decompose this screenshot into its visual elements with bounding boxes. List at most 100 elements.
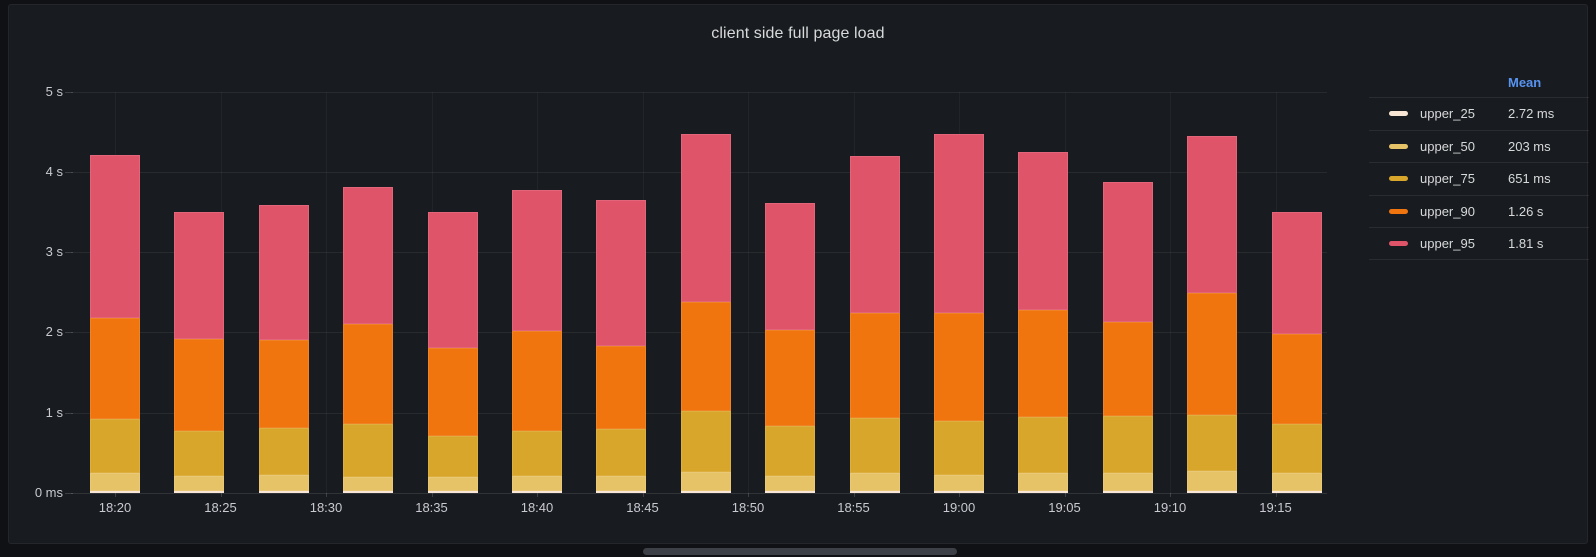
legend-swatch bbox=[1389, 176, 1408, 182]
scrollbar-thumb[interactable] bbox=[643, 548, 957, 555]
bar-segment-upper_25 bbox=[174, 490, 225, 493]
gridline-v bbox=[1170, 91, 1171, 493]
x-axis-label: 18:20 bbox=[98, 500, 132, 515]
bar-segment-upper_50 bbox=[343, 476, 394, 491]
legend-item-upper_90[interactable]: upper_90 1.26 s bbox=[1369, 194, 1589, 228]
bar-segment-upper_90 bbox=[174, 339, 225, 431]
bar[interactable] bbox=[596, 199, 647, 493]
bar-segment-upper_25 bbox=[934, 490, 984, 493]
bar-segment-upper_75 bbox=[1018, 417, 1069, 473]
x-tick bbox=[642, 493, 644, 497]
bar[interactable] bbox=[174, 211, 225, 493]
bar[interactable] bbox=[1187, 136, 1238, 493]
bar-segment-upper_25 bbox=[680, 490, 731, 493]
legend-item-upper_75[interactable]: upper_75 651 ms bbox=[1369, 162, 1589, 195]
x-axis-label: 19:10 bbox=[1153, 500, 1187, 515]
bar-segment-upper_75 bbox=[343, 424, 394, 477]
bar-segment-upper_25 bbox=[765, 490, 816, 493]
x-axis-label: 18:25 bbox=[204, 500, 237, 515]
y-axis-label: 3 s bbox=[45, 244, 63, 260]
legend-item-upper_95[interactable]: upper_95 1.81 s bbox=[1369, 227, 1589, 260]
bar[interactable] bbox=[849, 156, 900, 493]
bar-segment-upper_75 bbox=[258, 428, 309, 475]
bar[interactable] bbox=[1271, 211, 1322, 493]
x-axis-label: 18:30 bbox=[309, 500, 343, 515]
bar-segment-upper_50 bbox=[1271, 473, 1322, 491]
y-tick bbox=[65, 412, 73, 414]
legend-mean-value: 651 ms bbox=[1508, 171, 1551, 187]
bar-segment-upper_95 bbox=[596, 199, 647, 346]
bar-segment-upper_50 bbox=[174, 475, 225, 491]
bar-segment-upper_95 bbox=[427, 212, 478, 349]
y-tick bbox=[65, 332, 73, 334]
gridline-h bbox=[71, 493, 1327, 494]
bar-segment-upper_90 bbox=[849, 312, 900, 418]
bar[interactable] bbox=[680, 133, 731, 493]
bar-segment-upper_75 bbox=[934, 421, 984, 475]
bar-segment-upper_75 bbox=[427, 436, 478, 478]
bar-segment-upper_95 bbox=[343, 186, 394, 324]
bar[interactable] bbox=[765, 202, 816, 493]
bar-segment-upper_25 bbox=[258, 490, 309, 493]
bar-segment-upper_50 bbox=[934, 474, 984, 491]
bar-segment-upper_75 bbox=[680, 410, 731, 472]
bar-segment-upper_90 bbox=[343, 323, 394, 425]
chart-panel: client side full page load 5 s 4 s 3 s 2 s 1… bbox=[8, 4, 1589, 544]
bar[interactable] bbox=[1102, 181, 1153, 493]
x-tick bbox=[1064, 493, 1066, 497]
x-tick bbox=[1170, 493, 1171, 497]
bar-segment-upper_75 bbox=[512, 430, 562, 476]
bar-segment-upper_50 bbox=[1102, 472, 1153, 491]
bar-segment-upper_90 bbox=[90, 318, 140, 419]
bar-segment-upper_75 bbox=[765, 425, 816, 476]
bar[interactable] bbox=[90, 154, 140, 493]
bar-segment-upper_25 bbox=[427, 490, 478, 493]
y-axis-label: 0 ms bbox=[34, 485, 63, 500]
y-tick bbox=[65, 252, 73, 254]
x-axis-label: 18:50 bbox=[731, 500, 765, 515]
gridline-h bbox=[71, 91, 1327, 93]
x-axis-label: 19:05 bbox=[1048, 500, 1081, 515]
bar-segment-upper_75 bbox=[1102, 416, 1153, 473]
legend-item-upper_25[interactable]: upper_25 2.72 ms bbox=[1369, 97, 1589, 130]
x-axis-label: 19:00 bbox=[942, 500, 976, 515]
bar[interactable] bbox=[258, 205, 309, 493]
legend-item-upper_50[interactable]: upper_50 203 ms bbox=[1369, 129, 1589, 163]
y-axis-label: 2 s bbox=[45, 324, 63, 340]
bar-segment-upper_50 bbox=[680, 471, 731, 491]
bar-segment-upper_90 bbox=[765, 330, 816, 426]
bar[interactable] bbox=[512, 189, 562, 493]
x-tick bbox=[853, 493, 855, 497]
bar-segment-upper_50 bbox=[427, 477, 478, 491]
bar-segment-upper_50 bbox=[849, 473, 900, 491]
x-axis-label: 19:15 bbox=[1259, 500, 1292, 515]
bar-segment-upper_95 bbox=[1271, 211, 1322, 335]
bar-segment-upper_75 bbox=[90, 418, 140, 474]
x-tick bbox=[537, 493, 538, 497]
bar-segment-upper_90 bbox=[1187, 292, 1238, 415]
legend-series-name: upper_50 bbox=[1420, 138, 1475, 154]
legend-mean-value: 1.81 s bbox=[1508, 235, 1544, 251]
bar-segment-upper_50 bbox=[1018, 472, 1069, 491]
bar-segment-upper_75 bbox=[1187, 414, 1238, 471]
bar-segment-upper_95 bbox=[512, 189, 562, 332]
bar-segment-upper_95 bbox=[174, 211, 225, 340]
bar-segment-upper_95 bbox=[90, 154, 140, 319]
legend-swatch bbox=[1389, 240, 1408, 246]
bar[interactable] bbox=[343, 186, 394, 493]
legend-mean-value: 2.72 ms bbox=[1508, 106, 1555, 122]
bar[interactable] bbox=[427, 212, 478, 493]
bar-segment-upper_90 bbox=[1018, 310, 1069, 418]
panel-title[interactable]: client side full page load bbox=[711, 25, 885, 42]
bar[interactable] bbox=[1018, 152, 1069, 493]
bar-segment-upper_25 bbox=[1018, 490, 1069, 493]
legend-swatch bbox=[1389, 111, 1408, 117]
legend-swatch bbox=[1389, 208, 1408, 214]
bar[interactable] bbox=[934, 133, 984, 493]
bar-segment-upper_25 bbox=[849, 490, 900, 493]
legend-mean-header[interactable]: Mean bbox=[1508, 74, 1542, 90]
bar-segment-upper_50 bbox=[1187, 470, 1238, 491]
gridline-v bbox=[326, 91, 327, 493]
x-tick bbox=[326, 493, 327, 497]
legend-mean-value: 1.26 s bbox=[1508, 203, 1544, 219]
